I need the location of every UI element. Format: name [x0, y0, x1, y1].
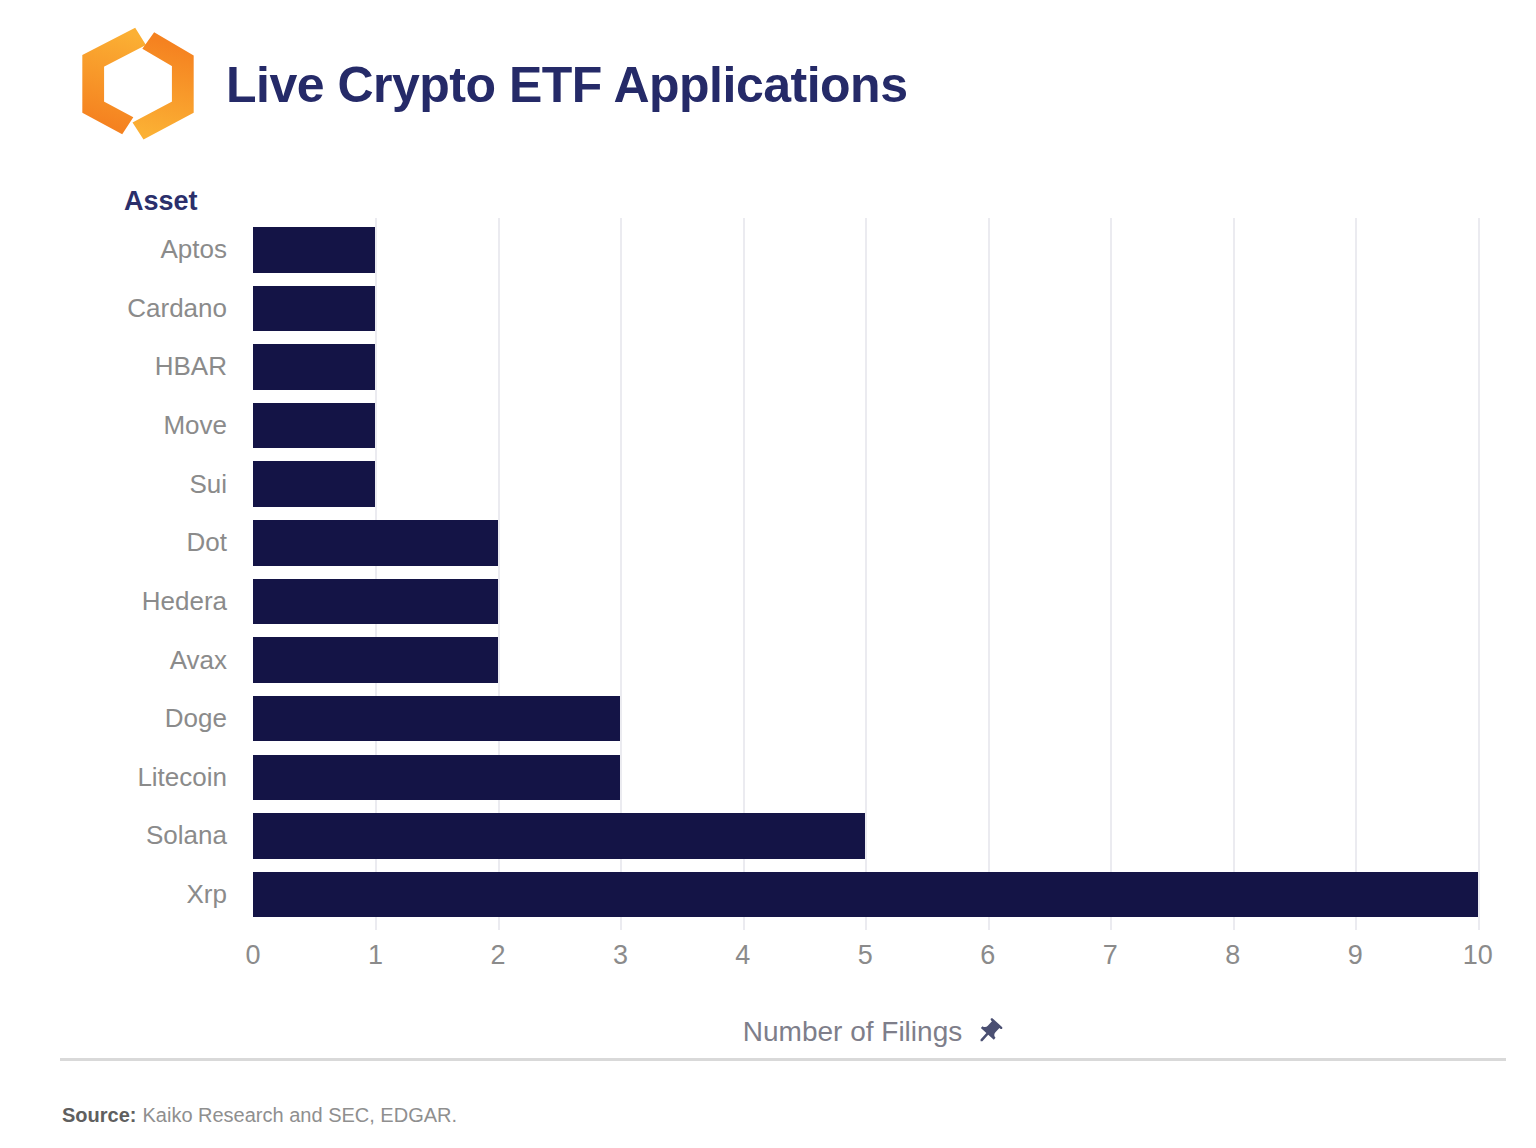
category-label-solana: Solana	[0, 813, 240, 859]
category-label-doge: Doge	[0, 696, 240, 742]
category-label-dot: Dot	[0, 520, 240, 566]
category-label-cardano: Cardano	[0, 286, 240, 332]
category-label-litecoin: Litecoin	[0, 755, 240, 801]
pushpin-icon	[968, 1011, 1010, 1053]
bar-cardano	[253, 286, 375, 332]
bar-sui	[253, 461, 375, 507]
category-label-sui: Sui	[0, 461, 240, 507]
gridline	[1355, 218, 1357, 930]
gridline	[988, 218, 990, 930]
gridline	[1110, 218, 1112, 930]
x-tick-label: 0	[245, 940, 260, 971]
source-label: Source:	[62, 1104, 136, 1126]
bar-dot	[253, 520, 498, 566]
bar-litecoin	[253, 755, 620, 801]
x-axis-title-text: Number of Filings	[743, 1016, 962, 1048]
source-text: Kaiko Research and SEC, EDGAR.	[142, 1104, 457, 1126]
category-label-aptos: Aptos	[0, 227, 240, 273]
bar-hbar	[253, 344, 375, 390]
bar-solana	[253, 813, 865, 859]
category-label-hedera: Hedera	[0, 579, 240, 625]
page-title: Live Crypto ETF Applications	[226, 56, 907, 114]
x-tick-label: 2	[490, 940, 505, 971]
x-tick-label: 8	[1225, 940, 1240, 971]
x-axis-ticks: 0 1 2 3 4 5 6 7 8 9 10	[0, 940, 1536, 980]
x-tick-label: 6	[980, 940, 995, 971]
category-label-xrp: Xrp	[0, 872, 240, 918]
bar-aptos	[253, 227, 375, 273]
bar-avax	[253, 637, 498, 683]
category-label-avax: Avax	[0, 637, 240, 683]
x-tick-label: 4	[735, 940, 750, 971]
bar-hedera	[253, 579, 498, 625]
kaiko-logo-icon	[74, 26, 202, 142]
gridline	[865, 218, 867, 930]
category-label-move: Move	[0, 403, 240, 449]
bar-move	[253, 403, 375, 449]
gridline	[1233, 218, 1235, 930]
divider	[60, 1058, 1506, 1061]
bar-doge	[253, 696, 620, 742]
category-label-hbar: HBAR	[0, 344, 240, 390]
x-tick-label: 5	[858, 940, 873, 971]
gridline	[1478, 218, 1480, 930]
x-tick-label: 10	[1463, 940, 1493, 971]
x-tick-label: 3	[613, 940, 628, 971]
x-tick-label: 7	[1103, 940, 1118, 971]
y-axis-title: Asset	[124, 186, 198, 217]
x-axis-title: Number of Filings	[253, 1016, 1494, 1048]
plot-area	[253, 218, 1494, 930]
category-labels: Aptos Cardano HBAR Move Sui Dot Hedera Avax Doge…	[0, 218, 240, 930]
source-line: Source: Kaiko Research and SEC, EDGAR.	[62, 1104, 457, 1127]
x-tick-label: 9	[1348, 940, 1363, 971]
bar-xrp	[253, 872, 1478, 918]
x-tick-label: 1	[368, 940, 383, 971]
page: Live Crypto ETF Applications Asset Aptos…	[0, 0, 1536, 1148]
